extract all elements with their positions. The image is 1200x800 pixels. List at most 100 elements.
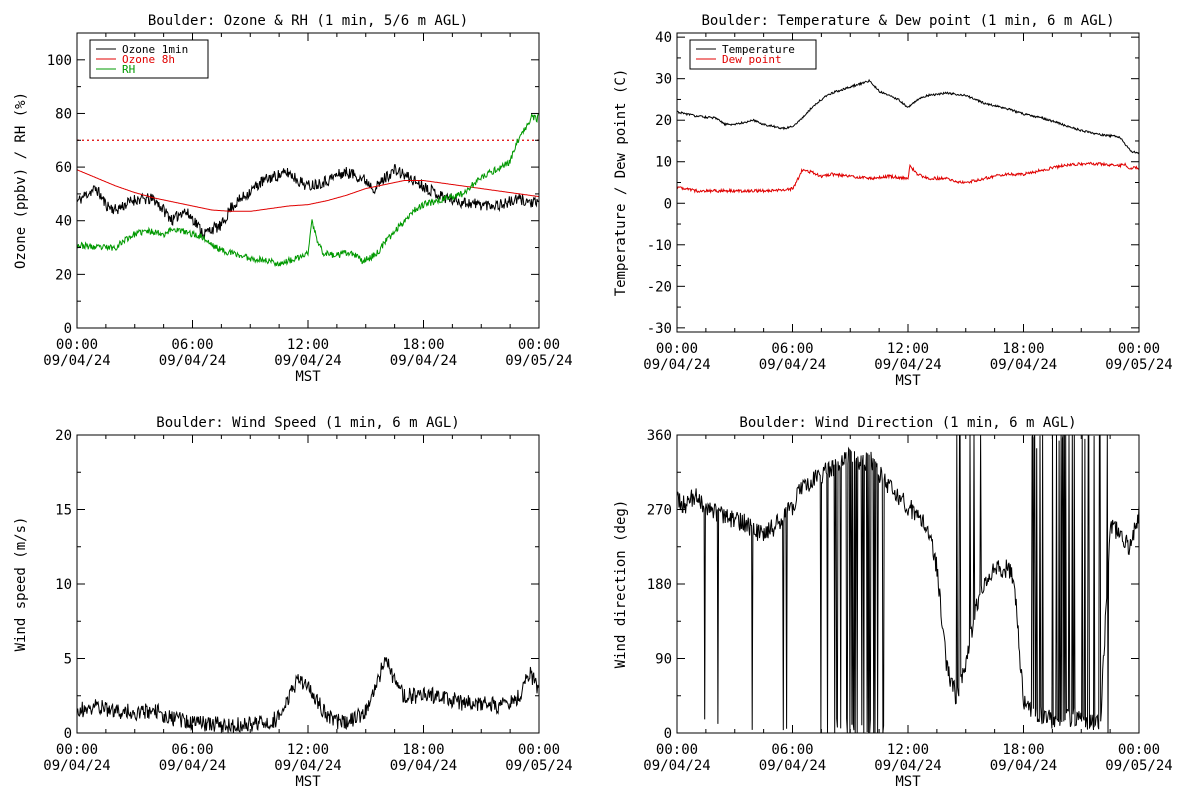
x-tick-label: 00:00 xyxy=(1118,341,1160,357)
x-tick-label: 00:00 xyxy=(56,337,98,353)
x-tick-date-label: 09/04/24 xyxy=(159,758,226,774)
y-tick-label: 80 xyxy=(55,106,72,122)
series-line-1 xyxy=(677,435,1139,733)
chart-title: Boulder: Wind Speed (1 min, 6 m AGL) xyxy=(156,415,459,431)
chart-title: Boulder: Wind Direction (1 min, 6 m AGL) xyxy=(739,415,1076,431)
x-tick-label: 06:00 xyxy=(771,341,813,357)
x-tick-date-label: 09/05/24 xyxy=(505,353,572,369)
x-tick-label: 00:00 xyxy=(518,742,560,758)
y-tick-label: 10 xyxy=(655,155,672,171)
y-tick-label: 60 xyxy=(55,160,72,176)
x-tick-date-label: 09/04/24 xyxy=(274,758,341,774)
plot-area xyxy=(77,113,539,268)
x-tick-label: 12:00 xyxy=(287,337,329,353)
series-line-2 xyxy=(77,169,539,212)
x-tick-date-label: 09/04/24 xyxy=(759,357,826,373)
x-tick-label: 06:00 xyxy=(171,742,213,758)
x-tick-date-label: 09/04/24 xyxy=(759,758,826,774)
x-tick-date-label: 09/04/24 xyxy=(990,357,1057,373)
plot-area xyxy=(677,435,1139,733)
y-tick-label: 30 xyxy=(655,72,672,88)
y-axis-label: Wind direction (deg) xyxy=(613,500,629,669)
chart-panel-4: Boulder: Wind Direction (1 min, 6 m AGL)… xyxy=(613,415,1173,790)
y-tick-label: 100 xyxy=(47,53,72,69)
x-tick-date-label: 09/05/24 xyxy=(1105,357,1172,373)
x-tick-label: 06:00 xyxy=(171,337,213,353)
x-tick-label: 18:00 xyxy=(1002,341,1044,357)
legend-box xyxy=(689,39,817,70)
y-tick-label: 5 xyxy=(64,652,72,668)
x-tick-date-label: 09/04/24 xyxy=(643,357,710,373)
x-axis-label: MST xyxy=(295,369,321,385)
x-tick-date-label: 09/04/24 xyxy=(390,758,457,774)
x-tick-date-label: 09/04/24 xyxy=(43,353,110,369)
legend-label: Ozone 1min xyxy=(122,43,188,56)
x-tick-date-label: 09/04/24 xyxy=(390,353,457,369)
y-tick-label: -30 xyxy=(647,321,672,337)
plot-frame xyxy=(676,32,1140,333)
x-tick-label: 18:00 xyxy=(402,742,444,758)
x-tick-date-label: 09/05/24 xyxy=(1105,758,1172,774)
y-tick-label: 40 xyxy=(55,214,72,230)
chart-title: Boulder: Ozone & RH (1 min, 5/6 m AGL) xyxy=(148,13,468,29)
x-tick-label: 00:00 xyxy=(56,742,98,758)
series-line-1 xyxy=(77,163,539,239)
x-tick-date-label: 09/04/24 xyxy=(43,758,110,774)
x-axis-label: MST xyxy=(295,774,321,790)
y-axis-label: Ozone (ppbv) / RH (%) xyxy=(13,92,29,269)
legend-label: Temperature xyxy=(722,43,795,56)
y-axis-label: Wind speed (m/s) xyxy=(13,517,29,652)
x-tick-label: 00:00 xyxy=(1118,742,1160,758)
y-tick-label: 180 xyxy=(647,577,672,593)
y-tick-label: 15 xyxy=(55,503,72,519)
x-tick-label: 00:00 xyxy=(656,742,698,758)
x-tick-label: 00:00 xyxy=(518,337,560,353)
chart-panel-1: Boulder: Ozone & RH (1 min, 5/6 m AGL) 0 2… xyxy=(13,13,573,385)
x-tick-date-label: 09/04/24 xyxy=(159,353,226,369)
series-line-1 xyxy=(677,78,1139,155)
x-tick-date-label: 09/04/24 xyxy=(990,758,1057,774)
x-tick-date-label: 09/04/24 xyxy=(643,758,710,774)
y-tick-label: 20 xyxy=(55,428,72,444)
y-tick-label: -20 xyxy=(647,279,672,295)
y-tick-label: 40 xyxy=(655,30,672,46)
x-tick-date-label: 09/04/24 xyxy=(274,353,341,369)
y-tick-label: 360 xyxy=(647,428,672,444)
legend-label: Ozone 8h xyxy=(122,53,175,66)
y-tick-label: 0 xyxy=(64,726,72,742)
series-line-3 xyxy=(77,113,539,268)
plot-frame xyxy=(76,434,540,734)
y-tick-label: -10 xyxy=(647,238,672,254)
y-tick-label: 20 xyxy=(655,113,672,129)
x-tick-label: 00:00 xyxy=(656,341,698,357)
legend-label: RH xyxy=(122,63,135,76)
y-tick-label: 0 xyxy=(64,321,72,337)
y-tick-label: 90 xyxy=(655,652,672,668)
y-tick-label: 20 xyxy=(55,267,72,283)
chart-panel-3: Boulder: Wind Speed (1 min, 6 m AGL) 0 5 10… xyxy=(13,415,573,790)
x-tick-label: 18:00 xyxy=(402,337,444,353)
series-line-1 xyxy=(77,657,539,733)
x-tick-label: 12:00 xyxy=(287,742,329,758)
y-tick-label: 0 xyxy=(664,726,672,742)
y-tick-label: 10 xyxy=(55,577,72,593)
x-tick-date-label: 09/04/24 xyxy=(874,357,941,373)
y-axis-label: Temperature / Dew point (C) xyxy=(613,69,629,297)
x-tick-label: 12:00 xyxy=(887,742,929,758)
x-axis-label: MST xyxy=(895,774,921,790)
chart-panel-2: Boulder: Temperature & Dew point (1 min,… xyxy=(613,13,1173,389)
y-tick-label: 0 xyxy=(664,196,672,212)
legend-label: Dew point xyxy=(722,53,782,66)
x-tick-date-label: 09/05/24 xyxy=(505,758,572,774)
x-tick-label: 06:00 xyxy=(771,742,813,758)
chart-title: Boulder: Temperature & Dew point (1 min,… xyxy=(701,13,1114,29)
x-axis-label: MST xyxy=(895,373,921,389)
y-tick-label: 270 xyxy=(647,503,672,519)
series-line-2 xyxy=(677,161,1139,194)
x-tick-date-label: 09/04/24 xyxy=(874,758,941,774)
x-tick-label: 12:00 xyxy=(887,341,929,357)
